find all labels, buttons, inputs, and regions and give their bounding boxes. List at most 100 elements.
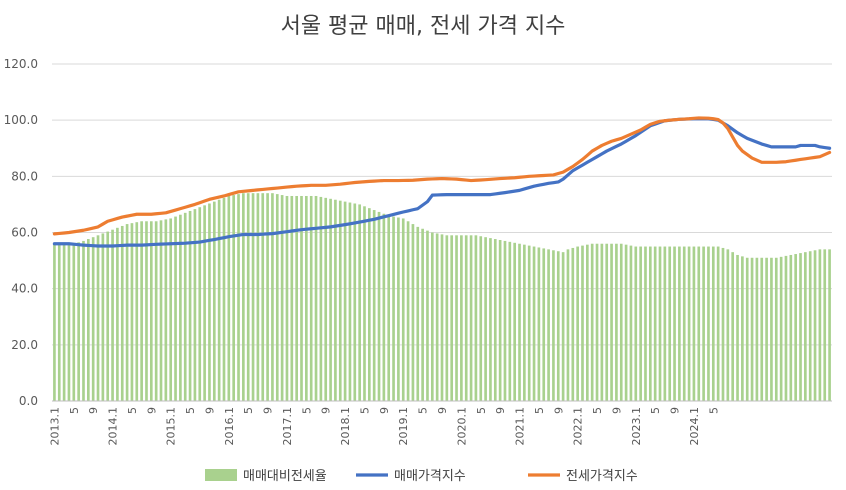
x-tick-label: 5 xyxy=(649,407,662,414)
bar xyxy=(198,207,202,401)
bar xyxy=(421,228,424,401)
bar xyxy=(644,246,647,401)
bar xyxy=(406,221,410,401)
legend-label: 전세가격지수 xyxy=(566,469,638,484)
x-tick-label: 5 xyxy=(68,407,81,414)
bar xyxy=(711,246,715,401)
x-tick-label: 2019.1 xyxy=(397,407,410,446)
x-tick-label: 5 xyxy=(475,407,488,414)
bar xyxy=(673,246,676,401)
bar xyxy=(343,201,347,401)
bar xyxy=(368,208,371,401)
x-tick-label: 9 xyxy=(436,407,449,414)
bar xyxy=(581,245,584,401)
bar xyxy=(57,243,61,401)
bar xyxy=(619,243,623,401)
x-tick-label: 9 xyxy=(87,407,100,414)
y-tick-label: 80.0 xyxy=(11,169,38,183)
bar xyxy=(261,193,265,401)
bar xyxy=(353,203,357,401)
bar xyxy=(426,230,429,401)
x-tick-label: 9 xyxy=(145,407,158,414)
y-tick-label: 120.0 xyxy=(4,57,38,71)
bar xyxy=(232,195,235,401)
bar xyxy=(590,243,594,401)
bar xyxy=(823,249,827,401)
bar xyxy=(77,242,80,401)
x-tick-label: 9 xyxy=(552,407,565,414)
bar xyxy=(440,234,444,401)
legend-label: 매매대비전세율 xyxy=(243,469,327,484)
bar xyxy=(377,211,381,401)
bar xyxy=(82,240,85,401)
bar xyxy=(615,243,618,401)
bar xyxy=(503,240,507,401)
bar xyxy=(687,246,691,401)
x-tick-label: 5 xyxy=(417,407,430,414)
bar xyxy=(246,193,250,401)
bar xyxy=(770,257,773,401)
bar xyxy=(275,194,279,401)
bar xyxy=(595,243,599,401)
x-tick-label: 5 xyxy=(184,407,197,414)
x-tick-label: 9 xyxy=(262,407,275,414)
bar xyxy=(145,221,148,401)
bar xyxy=(130,223,134,401)
bar xyxy=(179,214,182,401)
bar xyxy=(62,243,66,401)
bar xyxy=(537,247,541,401)
bar xyxy=(600,243,604,401)
bar xyxy=(474,235,478,401)
bar xyxy=(87,239,90,401)
bar xyxy=(707,246,710,401)
x-tick-label: 5 xyxy=(126,407,139,414)
bar xyxy=(532,246,536,401)
bar xyxy=(91,237,95,401)
bar xyxy=(741,256,744,401)
bar xyxy=(489,238,492,401)
x-tick-label: 2020.1 xyxy=(455,407,468,446)
bar xyxy=(290,195,294,401)
x-tick-label: 2014.1 xyxy=(107,407,120,446)
bar xyxy=(523,244,526,401)
bar xyxy=(159,220,163,401)
bar xyxy=(445,235,449,401)
x-tick-label: 9 xyxy=(494,407,507,414)
bar xyxy=(183,212,187,401)
x-tick-label: 5 xyxy=(242,407,255,414)
bar xyxy=(493,239,497,401)
bar xyxy=(624,244,628,401)
bar xyxy=(784,255,788,401)
bar xyxy=(53,243,56,401)
bar xyxy=(460,235,463,401)
bar xyxy=(760,257,764,401)
bar xyxy=(571,247,575,401)
x-tick-label: 2021.1 xyxy=(514,407,527,446)
bar xyxy=(697,246,701,401)
bar xyxy=(678,246,681,401)
x-tick-label: 2016.1 xyxy=(223,407,236,446)
bar xyxy=(464,235,468,401)
bar xyxy=(804,252,807,401)
x-tick-label: 2022.1 xyxy=(572,407,585,446)
bar xyxy=(164,219,168,401)
bar xyxy=(242,193,245,401)
x-tick-label: 5 xyxy=(300,407,313,414)
bar xyxy=(450,235,454,401)
bar xyxy=(285,195,289,401)
bar xyxy=(149,221,153,401)
bar xyxy=(154,221,158,401)
bar xyxy=(774,257,778,401)
bar xyxy=(668,246,672,401)
bar xyxy=(653,246,657,401)
bar xyxy=(120,225,124,401)
bar xyxy=(416,226,420,401)
bar xyxy=(610,243,613,401)
bar xyxy=(702,246,705,401)
y-tick-label: 0.0 xyxy=(19,394,38,408)
x-tick-label: 2024.1 xyxy=(688,407,701,446)
bar xyxy=(794,254,797,401)
bar xyxy=(586,244,589,401)
bar xyxy=(508,241,512,401)
bar xyxy=(716,246,720,401)
